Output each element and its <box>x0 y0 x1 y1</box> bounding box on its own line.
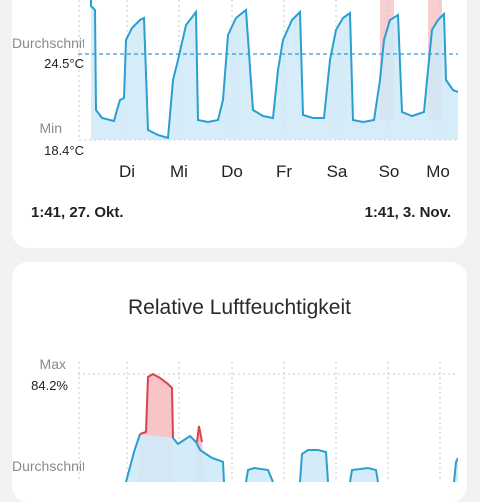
average-value: 24.5°C <box>44 56 84 71</box>
temperature-line <box>90 0 458 140</box>
chart-title: Relative Luftfeuchtigkeit <box>128 296 351 319</box>
day-label: Di <box>118 162 136 181</box>
humidity-card: Relative Luftfeuchtigkeit Max 84.2% Durc… <box>12 262 467 502</box>
min-label: Min <box>39 120 62 136</box>
max-value: 84.2% <box>31 378 68 393</box>
temperature-chart <box>78 0 458 141</box>
min-value: 18.4°C <box>44 143 84 158</box>
day-label: Sa <box>326 162 348 181</box>
grid-lines <box>78 362 441 482</box>
average-label: Durchschnitt <box>12 458 84 474</box>
time-end: 1:41, 3. Nov. <box>364 204 451 221</box>
day-label: Mo <box>426 162 450 181</box>
humidity-high-line <box>139 372 203 443</box>
max-label: Max <box>39 356 66 372</box>
temperature-card: Durchschnitt 24.5°C Min 18.4°C Di Mi Do … <box>12 0 467 248</box>
average-label: Durchschnitt <box>12 35 84 51</box>
humidity-line <box>125 433 458 482</box>
day-label: Do <box>221 162 243 181</box>
humidity-chart <box>78 362 458 482</box>
day-label: Fr <box>275 162 293 181</box>
day-label: So <box>378 162 400 181</box>
time-start: 1:41, 27. Okt. <box>31 204 124 221</box>
day-label: Mi <box>170 162 188 181</box>
